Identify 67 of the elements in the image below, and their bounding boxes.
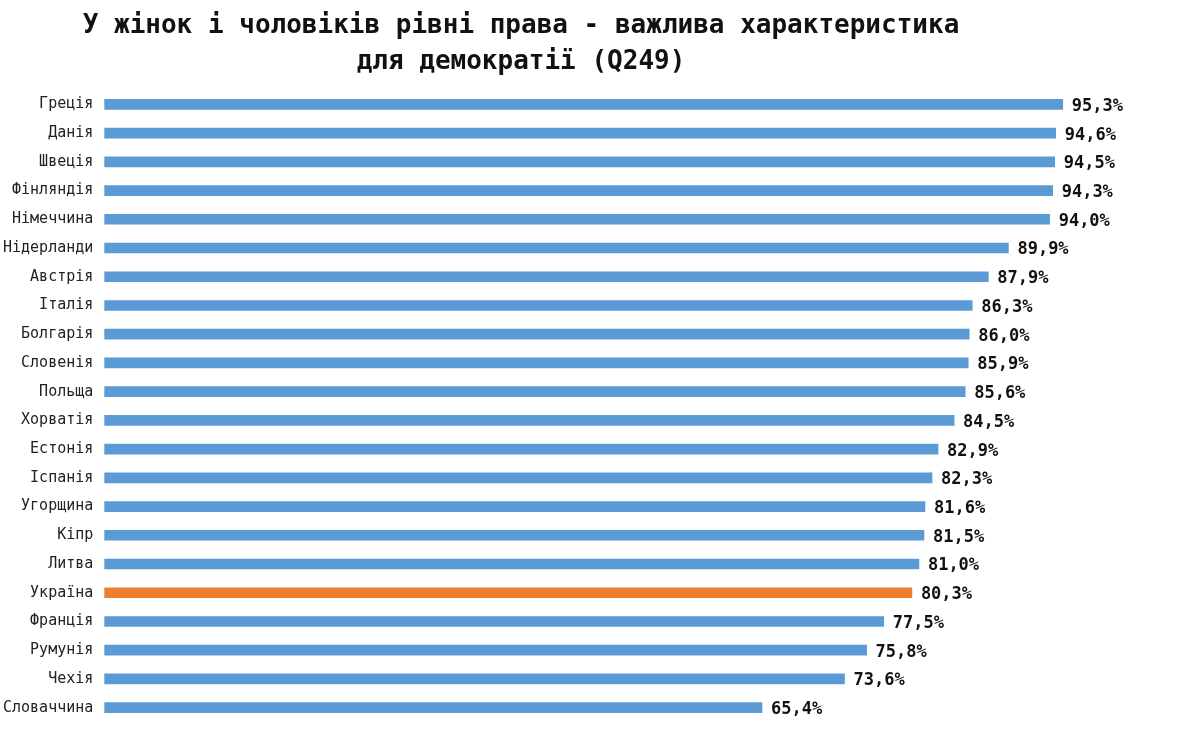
data-label: 82,3% — [940, 468, 993, 489]
bar — [104, 529, 925, 541]
data-label: 65,4% — [771, 698, 823, 719]
data-label: 86,3% — [981, 295, 1034, 316]
y-tick-label: Данія — [48, 122, 94, 141]
y-tick-label: Україна — [30, 582, 94, 601]
y-tick-label: Швеція — [39, 151, 94, 170]
data-label: 89,9% — [1017, 238, 1070, 259]
data-label: 85,9% — [977, 353, 1030, 374]
data-label: 85,6% — [974, 382, 1027, 403]
bar — [104, 213, 1050, 225]
data-label: 77,5% — [892, 611, 945, 632]
bar — [104, 156, 1056, 168]
bar — [104, 501, 926, 512]
bar — [104, 443, 939, 455]
y-tick-label: Естонія — [30, 438, 94, 457]
y-tick-label: Німеччина — [12, 209, 94, 228]
y-tick-label: Словенія — [21, 352, 94, 371]
bar — [104, 616, 885, 627]
y-tick-label: Франція — [30, 611, 94, 630]
bar — [104, 415, 955, 426]
bar — [104, 386, 966, 397]
data-label: 81,5% — [932, 525, 985, 546]
bar — [104, 558, 920, 570]
bar — [104, 127, 1057, 139]
data-label: 86,0% — [978, 324, 1031, 345]
y-tick-label: Кіпр — [57, 525, 94, 544]
y-tick-label: Румунія — [30, 640, 94, 659]
bar — [104, 271, 989, 283]
bar — [104, 673, 845, 685]
bar — [104, 702, 763, 713]
bar — [104, 472, 933, 484]
data-label: 73,6% — [853, 669, 906, 690]
data-label: 94,6% — [1064, 123, 1117, 144]
y-tick-label: Нідерланди — [3, 237, 94, 256]
y-tick-label: Хорватія — [21, 410, 94, 429]
data-label: 75,8% — [875, 640, 928, 661]
bar — [104, 242, 1009, 254]
bar — [104, 99, 1064, 110]
y-tick-label: Греція — [39, 94, 94, 113]
data-label: 82,9% — [947, 439, 999, 460]
bar — [104, 328, 970, 340]
bar — [104, 644, 867, 656]
data-label: 81,0% — [927, 554, 980, 575]
data-label: 94,5% — [1063, 152, 1116, 173]
bar — [104, 300, 973, 311]
data-label: 94,0% — [1058, 209, 1111, 230]
data-label: 87,9% — [997, 267, 1050, 288]
y-tick-label: Чехія — [48, 668, 94, 687]
y-tick-label: Угорщина — [21, 496, 94, 515]
data-label: 81,6% — [933, 496, 986, 517]
bar — [104, 587, 913, 599]
bar — [104, 357, 969, 369]
y-tick-label: Болгарія — [21, 324, 94, 343]
data-label: 95,3% — [1071, 94, 1124, 115]
y-tick-label: Фінляндія — [12, 180, 94, 199]
data-label: 80,3% — [920, 583, 973, 604]
chart-title: У жінок і чоловіків рівні права - важлива характеристика для демократії (Q249) — [81, 8, 961, 77]
y-tick-label: Польща — [39, 381, 94, 400]
y-tick-label: Австрія — [30, 266, 94, 285]
data-label: 94,3% — [1061, 180, 1114, 201]
bar — [104, 185, 1054, 196]
y-tick-label: Іспанія — [30, 467, 94, 486]
y-tick-label: Італія — [39, 295, 94, 314]
y-tick-label: Словаччина — [3, 697, 94, 716]
data-label: 84,5% — [963, 410, 1016, 431]
y-tick-label: Литва — [48, 553, 94, 572]
